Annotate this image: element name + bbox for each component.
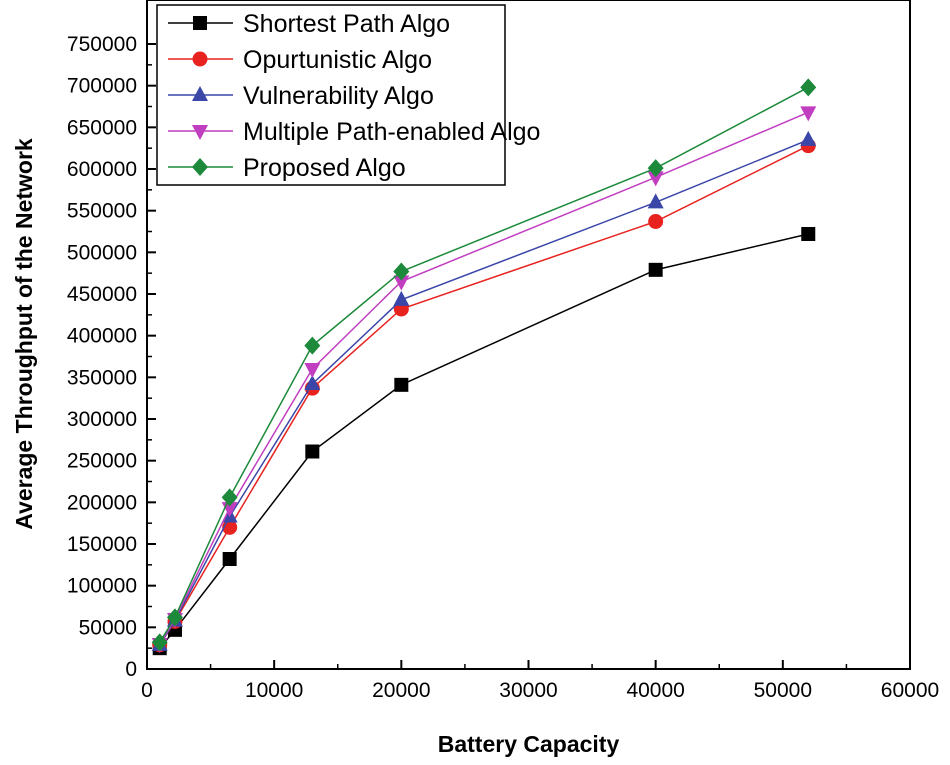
legend-marker — [192, 125, 208, 140]
y-tick-label: 250000 — [67, 450, 137, 473]
data-point — [800, 106, 817, 122]
data-point — [394, 377, 409, 392]
y-axis-title: Average Throughput of the Network — [11, 138, 37, 530]
legend-label: Shortest Path Algo — [243, 10, 450, 38]
y-tick-label: 650000 — [67, 116, 137, 139]
data-point — [304, 363, 321, 378]
y-tick-label: 500000 — [67, 241, 137, 264]
y-tick-label: 150000 — [67, 533, 137, 556]
y-tick-label: 450000 — [67, 283, 137, 306]
data-point — [393, 290, 410, 306]
data-point — [800, 130, 817, 146]
series-line — [159, 111, 809, 645]
legend-marker — [192, 51, 208, 67]
y-tick-label: 100000 — [67, 575, 137, 598]
y-tick-label: 550000 — [67, 200, 137, 223]
x-tick-label: 20000 — [372, 679, 430, 702]
legend: Shortest Path Algo Opurtunistic Algo Vulne… — [156, 4, 540, 186]
series-line — [159, 139, 809, 646]
y-tick-label: 300000 — [67, 408, 137, 431]
legend-label: Opurtunistic Algo — [243, 46, 432, 74]
y-tick-label: 700000 — [67, 75, 137, 98]
data-point — [151, 633, 168, 652]
y-tick-label: 0 — [125, 658, 137, 681]
y-tick-label: 400000 — [67, 325, 137, 348]
legend-marker — [193, 16, 207, 30]
data-point — [221, 488, 238, 507]
x-tick-label: 60000 — [881, 679, 939, 702]
data-point — [222, 552, 237, 566]
x-tick-label: 10000 — [245, 679, 303, 702]
x-axis-ticks: 0 10000 20000 30000 40000 50000 60000 — [141, 660, 939, 702]
data-point — [647, 159, 664, 178]
y-tick-label: 350000 — [67, 366, 137, 389]
legend-label: Vulnerability Algo — [243, 82, 434, 110]
y-tick-label: 750000 — [67, 33, 137, 56]
legend-label: Multiple Path-enabled Algo — [243, 118, 540, 146]
x-axis-title: Battery Capacity — [438, 731, 620, 757]
data-point — [648, 262, 663, 277]
series-line — [159, 144, 809, 646]
x-tick-label: 0 — [141, 679, 153, 702]
series-line — [159, 233, 809, 649]
data-point — [648, 214, 664, 229]
data-point — [647, 171, 664, 187]
data-point — [393, 262, 410, 281]
data-point — [305, 444, 320, 459]
data-point — [304, 336, 321, 355]
x-tick-label: 40000 — [626, 679, 684, 702]
y-tick-label: 600000 — [67, 158, 137, 181]
data-point — [304, 375, 321, 390]
data-point — [393, 275, 410, 291]
y-tick-label: 50000 — [79, 616, 137, 639]
data-point — [647, 193, 664, 209]
data-point — [800, 78, 817, 97]
legend-marker — [192, 86, 208, 101]
data-point — [801, 227, 816, 241]
data-point — [166, 608, 183, 627]
x-tick-label: 30000 — [499, 679, 557, 702]
x-tick-label: 50000 — [754, 679, 812, 702]
legend-marker — [192, 158, 208, 176]
series-layer — [151, 78, 817, 656]
legend-label: Proposed Algo — [243, 154, 406, 182]
y-axis-ticks: 0 50000 100000 150000 200000 250000 300000 3500… — [67, 33, 156, 681]
y-tick-label: 200000 — [67, 491, 137, 514]
